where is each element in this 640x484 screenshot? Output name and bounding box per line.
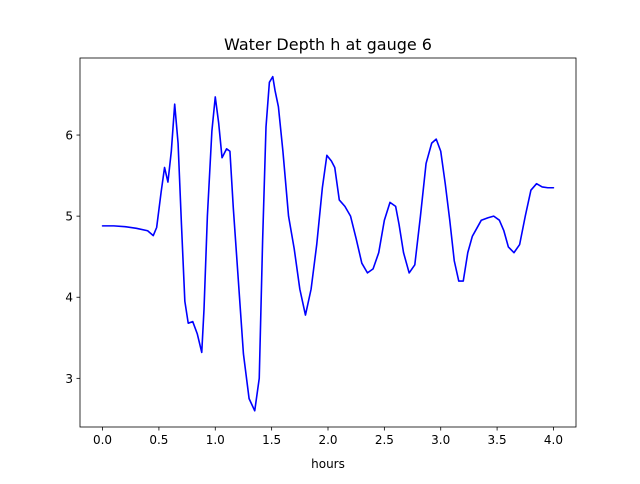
x-axis-label: hours bbox=[311, 457, 345, 471]
x-tick-label: 2.5 bbox=[375, 433, 394, 447]
x-tick-label: 4.0 bbox=[544, 433, 563, 447]
x-tick-label: 3.0 bbox=[431, 433, 450, 447]
plot-area bbox=[101, 75, 555, 412]
y-tick-label: 4 bbox=[65, 291, 73, 305]
y-tick-label: 3 bbox=[65, 372, 73, 386]
x-tick-label: 0.0 bbox=[93, 433, 112, 447]
chart-title: Water Depth h at gauge 6 bbox=[224, 35, 432, 54]
axes: 0.0 0.5 1.0 1.5 2.0 2.5 3.0 3.5 4.0 3 4 5 6 bbox=[65, 57, 577, 447]
x-tick-label: 1.0 bbox=[206, 433, 225, 447]
y-tick-label: 5 bbox=[65, 210, 73, 224]
x-tick-label: 3.5 bbox=[488, 433, 507, 447]
x-tick-label: 2.0 bbox=[318, 433, 337, 447]
x-tick-label: 0.5 bbox=[149, 433, 168, 447]
y-tick-label: 6 bbox=[65, 129, 73, 143]
series-line-1 bbox=[101, 75, 555, 412]
x-tick-label: 1.5 bbox=[262, 433, 281, 447]
